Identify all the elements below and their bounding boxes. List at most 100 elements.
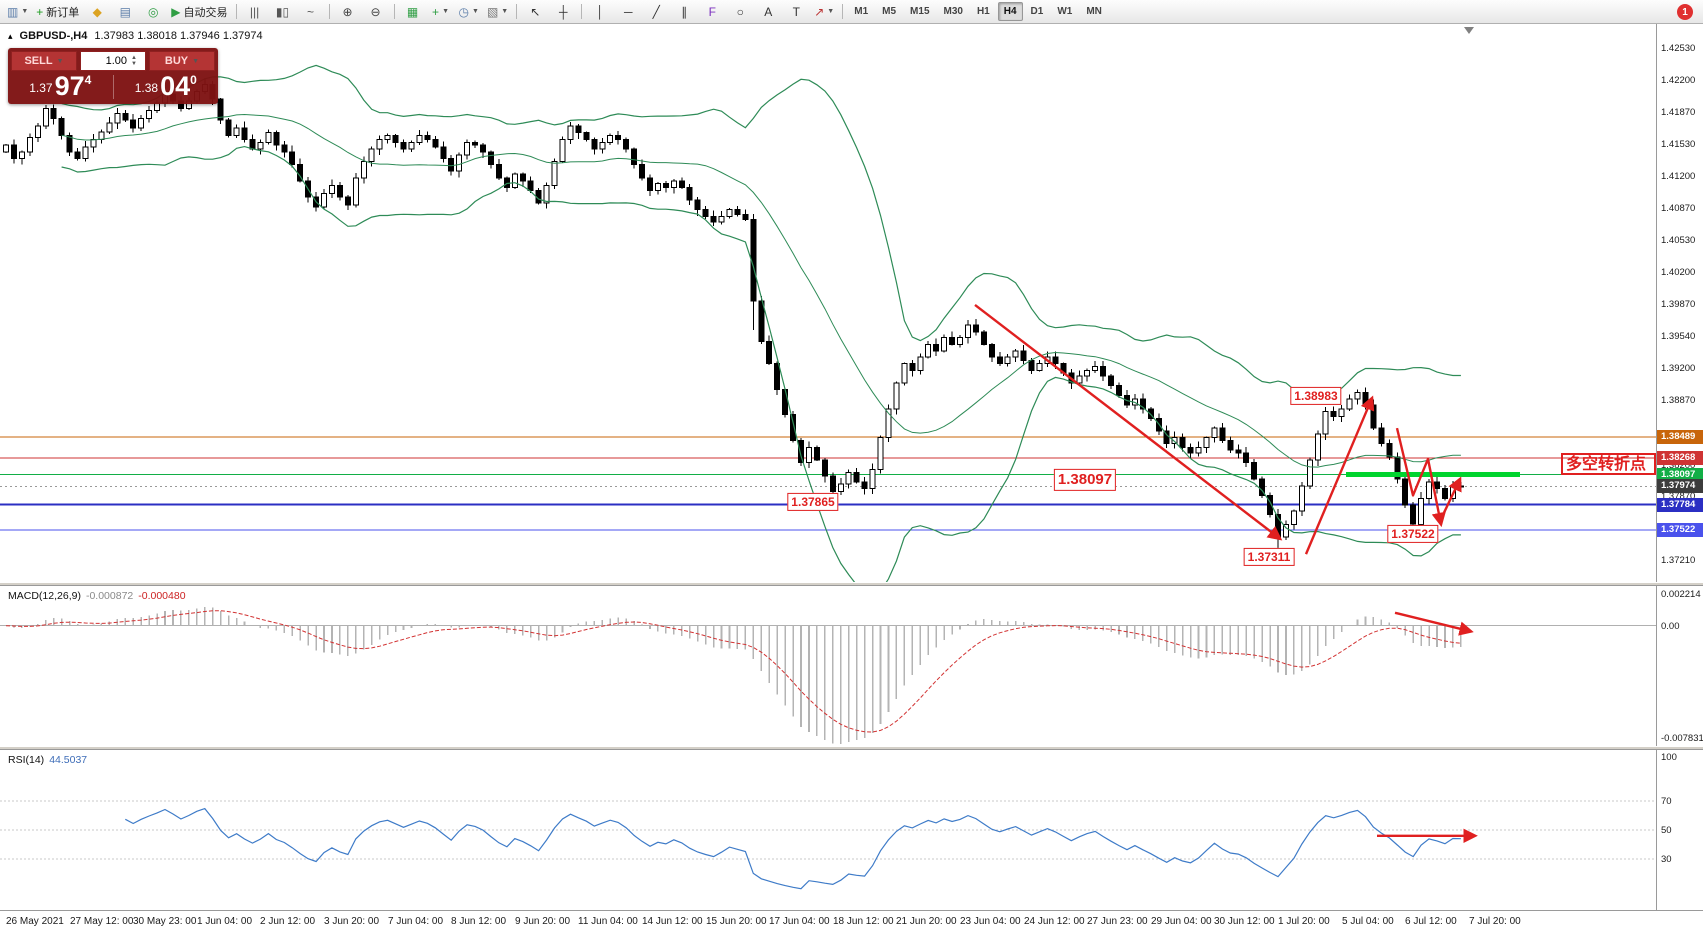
price-axis[interactable]: 1.42530 1.42200 1.41870 1.41530 1.41200 1.408… xyxy=(1656,24,1703,910)
toolbar-button-shapes[interactable]: ○ xyxy=(726,1,754,23)
toolbar-button-channel[interactable]: ∥ xyxy=(670,1,698,23)
candle xyxy=(583,132,590,140)
toolbar-button-charts-window[interactable]: ▥ ▼ xyxy=(3,1,32,23)
timeframe-button-H1[interactable]: H1 xyxy=(976,6,990,17)
panel-separator[interactable] xyxy=(0,746,1703,750)
toolbar-button-periods[interactable]: ◷ ▼ xyxy=(455,1,483,23)
price-annotation[interactable]: 1.37865 xyxy=(787,492,839,512)
candle xyxy=(1386,443,1393,458)
price-annotation[interactable]: 1.37311 xyxy=(1243,547,1295,567)
zoom-in-icon: ⊕ xyxy=(342,4,353,19)
toolbar-button-metaeditor[interactable]: ◆ xyxy=(83,1,111,23)
candle xyxy=(861,481,868,490)
toolbar-button-text[interactable]: A xyxy=(754,1,782,23)
buy-button[interactable]: BUY ▼ xyxy=(149,51,215,71)
chevron-down-icon: ▼ xyxy=(442,8,449,15)
time-axis[interactable]: 26 May 2021 27 May 12: 00 30 May 23: 00 1 J… xyxy=(0,916,1656,932)
candle xyxy=(734,209,741,215)
toolbar-button-vertical-line[interactable]: │ xyxy=(586,1,614,23)
spinner-icons[interactable]: ▲ ▼ xyxy=(131,55,137,67)
timeframe-button-H4[interactable]: H4 xyxy=(997,2,1023,21)
chart-window[interactable]: 1.42530 1.42200 1.41870 1.41530 1.41200 1.408… xyxy=(0,24,1703,945)
toolbar-button-tile-windows[interactable]: ▦ xyxy=(399,1,427,23)
templates-icon: ▧ xyxy=(486,4,499,19)
toolbar-button-candlestick-chart[interactable]: ▮▯ xyxy=(269,1,297,23)
toolbar-button-trendline[interactable]: ╱ xyxy=(642,1,670,23)
toolbar-button-horizontal-line[interactable]: ─ xyxy=(614,1,642,23)
toolbar-button-line-chart[interactable]: ~ xyxy=(297,1,325,23)
chevron-down-icon[interactable]: ▼ xyxy=(56,57,64,65)
candle xyxy=(575,125,582,134)
new-order-button[interactable]: + 新订单 xyxy=(32,1,83,23)
time-tick: 26 May 2021 xyxy=(6,916,64,927)
time-tick: 3 Jun 20: 00 xyxy=(324,916,380,927)
timeframe-button-M30[interactable]: M30 xyxy=(943,6,963,17)
price-tick: 1.37210 xyxy=(1661,555,1696,566)
toolbar-button-bar-chart[interactable]: ||| xyxy=(241,1,269,23)
autotrading-icon: ▶ xyxy=(171,4,181,19)
toolbar-button-market-watch[interactable]: ▤ xyxy=(111,1,139,23)
bid-big-digits: 97 xyxy=(54,71,85,101)
toolbar-button-fibonacci[interactable]: F xyxy=(698,1,726,23)
timeframe-button-M1[interactable]: M1 xyxy=(854,6,869,17)
candle xyxy=(694,199,701,211)
candle xyxy=(615,135,622,140)
toolbar-button-crosshair[interactable]: ┼ xyxy=(549,1,577,23)
notification-badge[interactable]: 1 xyxy=(1677,4,1693,20)
candle xyxy=(289,151,296,165)
candle xyxy=(1171,437,1178,445)
toolbar-button-indicators[interactable]: + ▼ xyxy=(427,1,455,23)
toolbar-button-zoom-in[interactable]: ⊕ xyxy=(334,1,362,23)
rsi-subwindow-canvas[interactable] xyxy=(0,750,1656,910)
autotrading-button[interactable]: ▶ 自动交易 xyxy=(167,1,231,23)
chart-shift-marker[interactable] xyxy=(1464,27,1474,34)
candle xyxy=(1147,408,1154,419)
time-tick: 11 Jun 04: 00 xyxy=(578,916,638,927)
volume-stepper[interactable]: ▲▼ xyxy=(80,51,146,71)
timeframe-button-D1[interactable]: D1 xyxy=(1030,6,1044,17)
candle xyxy=(925,343,932,358)
candle xyxy=(806,446,812,464)
chevron-down-icon[interactable]: ▼ xyxy=(192,57,200,65)
toolbar-button-experts[interactable]: ◎ xyxy=(139,1,167,23)
trend-arrows[interactable] xyxy=(974,303,1462,555)
price-annotation[interactable]: 1.38983 xyxy=(1290,386,1342,406)
main-chart-canvas[interactable] xyxy=(0,24,1656,582)
sell-button[interactable]: SELL ▼ xyxy=(11,51,77,71)
macd-subwindow-canvas[interactable] xyxy=(0,586,1656,746)
macd-indicator-label: MACD(12,26,9) -0.000872 -0.000480 xyxy=(8,590,186,602)
candle xyxy=(1267,494,1273,516)
time-tick: 14 Jun 12: 00 xyxy=(642,916,703,927)
timeframe-button-W1[interactable]: W1 xyxy=(1057,6,1073,17)
toolbar-button-cursor[interactable]: ↖ xyxy=(521,1,549,23)
volume-input[interactable] xyxy=(81,55,129,67)
timeframe-button-M5[interactable]: M5 xyxy=(882,6,897,17)
ask-price[interactable]: 1.38 04 0 xyxy=(117,73,216,101)
candle xyxy=(225,119,232,137)
candle xyxy=(599,141,606,150)
candle xyxy=(1378,427,1385,445)
ask-big-digits: 04 xyxy=(160,71,191,101)
candle xyxy=(965,324,971,339)
timeframe-button-M15[interactable]: M15 xyxy=(910,6,930,17)
price-annotation[interactable]: 1.37522 xyxy=(1387,524,1439,544)
toolbar-button-templates[interactable]: ▧ ▼ xyxy=(483,1,512,23)
candle xyxy=(58,117,65,137)
candle xyxy=(464,141,471,156)
timeframe-button-MN[interactable]: MN xyxy=(1086,6,1102,17)
panel-separator[interactable] xyxy=(0,582,1703,586)
candle xyxy=(1402,478,1409,506)
candle xyxy=(654,183,661,191)
price-annotation[interactable]: 1.38097 xyxy=(1053,468,1117,492)
macd-trend-arrow[interactable] xyxy=(1394,611,1474,636)
candle xyxy=(774,363,781,391)
toolbar-button-zoom-out[interactable]: ⊖ xyxy=(362,1,390,23)
candle xyxy=(265,132,272,143)
toolbar-separator xyxy=(235,4,237,19)
toolbar-button-arrows[interactable]: ↗ ▼ xyxy=(810,1,838,23)
note-annotation[interactable]: 多空转折点 xyxy=(1561,453,1656,475)
toolbar-button-label[interactable]: T xyxy=(782,1,810,23)
candlestick-chart-icon: ▮▯ xyxy=(275,4,290,19)
candle xyxy=(1298,485,1305,512)
bid-price[interactable]: 1.37 97 4 xyxy=(11,73,110,101)
